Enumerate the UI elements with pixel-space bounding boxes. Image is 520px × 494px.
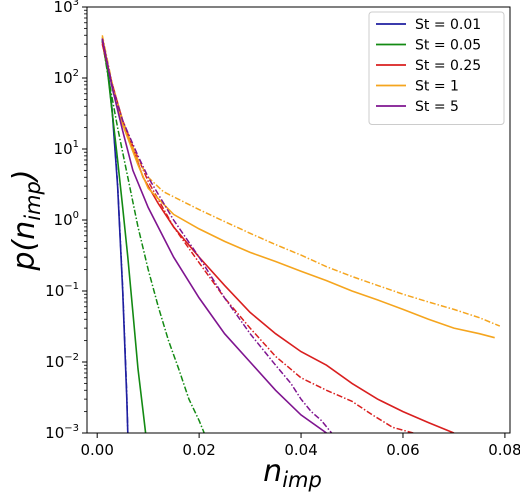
y-tick-label-exp: 1	[73, 139, 79, 150]
y-tick-label: 101	[54, 139, 79, 158]
series-st-0-25-dashdot-line	[101, 41, 414, 433]
x-axis-label-sub: imp	[282, 468, 322, 492]
y-tick-label-base: 10	[45, 353, 64, 371]
axis-ticks: 0.00 0.02 0.04 0.06 0.0810310210110010−110−2…	[45, 0, 520, 459]
series-st-5-dashdot-line	[101, 38, 333, 433]
x-tick-label: 0.04	[284, 441, 317, 459]
legend-label: St = 0.05	[415, 38, 481, 54]
y-axis-label: p(nimp)	[7, 169, 45, 271]
y-tick-label-base: 10	[45, 282, 64, 300]
series-st-0-05-dashdot-line	[101, 40, 205, 433]
legend-label: St = 5	[415, 99, 459, 115]
legend-label: St = 1	[415, 79, 459, 95]
series-st-0-05-solid-line	[101, 41, 147, 433]
y-axis-label-prefix: p(	[7, 239, 42, 272]
x-tick-label: 0.06	[386, 441, 419, 459]
y-tick-label-base: 10	[54, 140, 73, 158]
x-tick-label: 0.00	[80, 441, 113, 459]
x-tick-label: 0.08	[488, 441, 520, 459]
legend: St = 0.01 St = 0.05 St = 0.25 St = 1 St = 5	[368, 11, 505, 125]
x-tick-label: 0.02	[182, 441, 215, 459]
series-st-1-solid-line	[101, 36, 495, 339]
x-axis-label-main: n	[263, 454, 282, 489]
y-tick-label-exp: −2	[64, 352, 79, 363]
y-tick-label-base: 10	[54, 211, 73, 229]
y-tick-label: 102	[54, 68, 79, 87]
x-axis-label: nimp	[263, 454, 322, 492]
y-tick-label-exp: 2	[73, 68, 79, 79]
series-st-0-05	[101, 40, 205, 433]
plot-area	[101, 35, 501, 433]
y-axis-label-main: n	[7, 221, 42, 240]
y-tick-label-base: 10	[45, 424, 64, 442]
y-tick-label-base: 10	[54, 69, 73, 87]
series-st-5	[101, 38, 333, 433]
y-tick-label: 103	[54, 0, 79, 16]
y-tick-label-exp: −1	[64, 281, 79, 292]
series-st-1-dashdot-line	[101, 35, 501, 327]
y-tick-label-exp: −3	[64, 423, 79, 434]
legend-box	[368, 11, 505, 125]
y-tick-label: 10−1	[45, 281, 79, 300]
series-st-1	[101, 35, 501, 339]
y-tick-label: 10−2	[45, 352, 79, 371]
y-axis-label-suffix: )	[7, 169, 42, 183]
y-axis-label-sub: imp	[21, 181, 45, 221]
y-tick-label-exp: 0	[73, 210, 79, 221]
y-tick-label: 10−3	[45, 423, 79, 442]
series-st-5-solid-line	[101, 39, 327, 433]
y-tick-label: 100	[54, 210, 79, 229]
legend-label: St = 0.01	[415, 17, 481, 33]
legend-label: St = 0.25	[415, 58, 481, 74]
y-tick-label-exp: 3	[73, 0, 79, 8]
y-tick-label-base: 10	[54, 0, 73, 16]
